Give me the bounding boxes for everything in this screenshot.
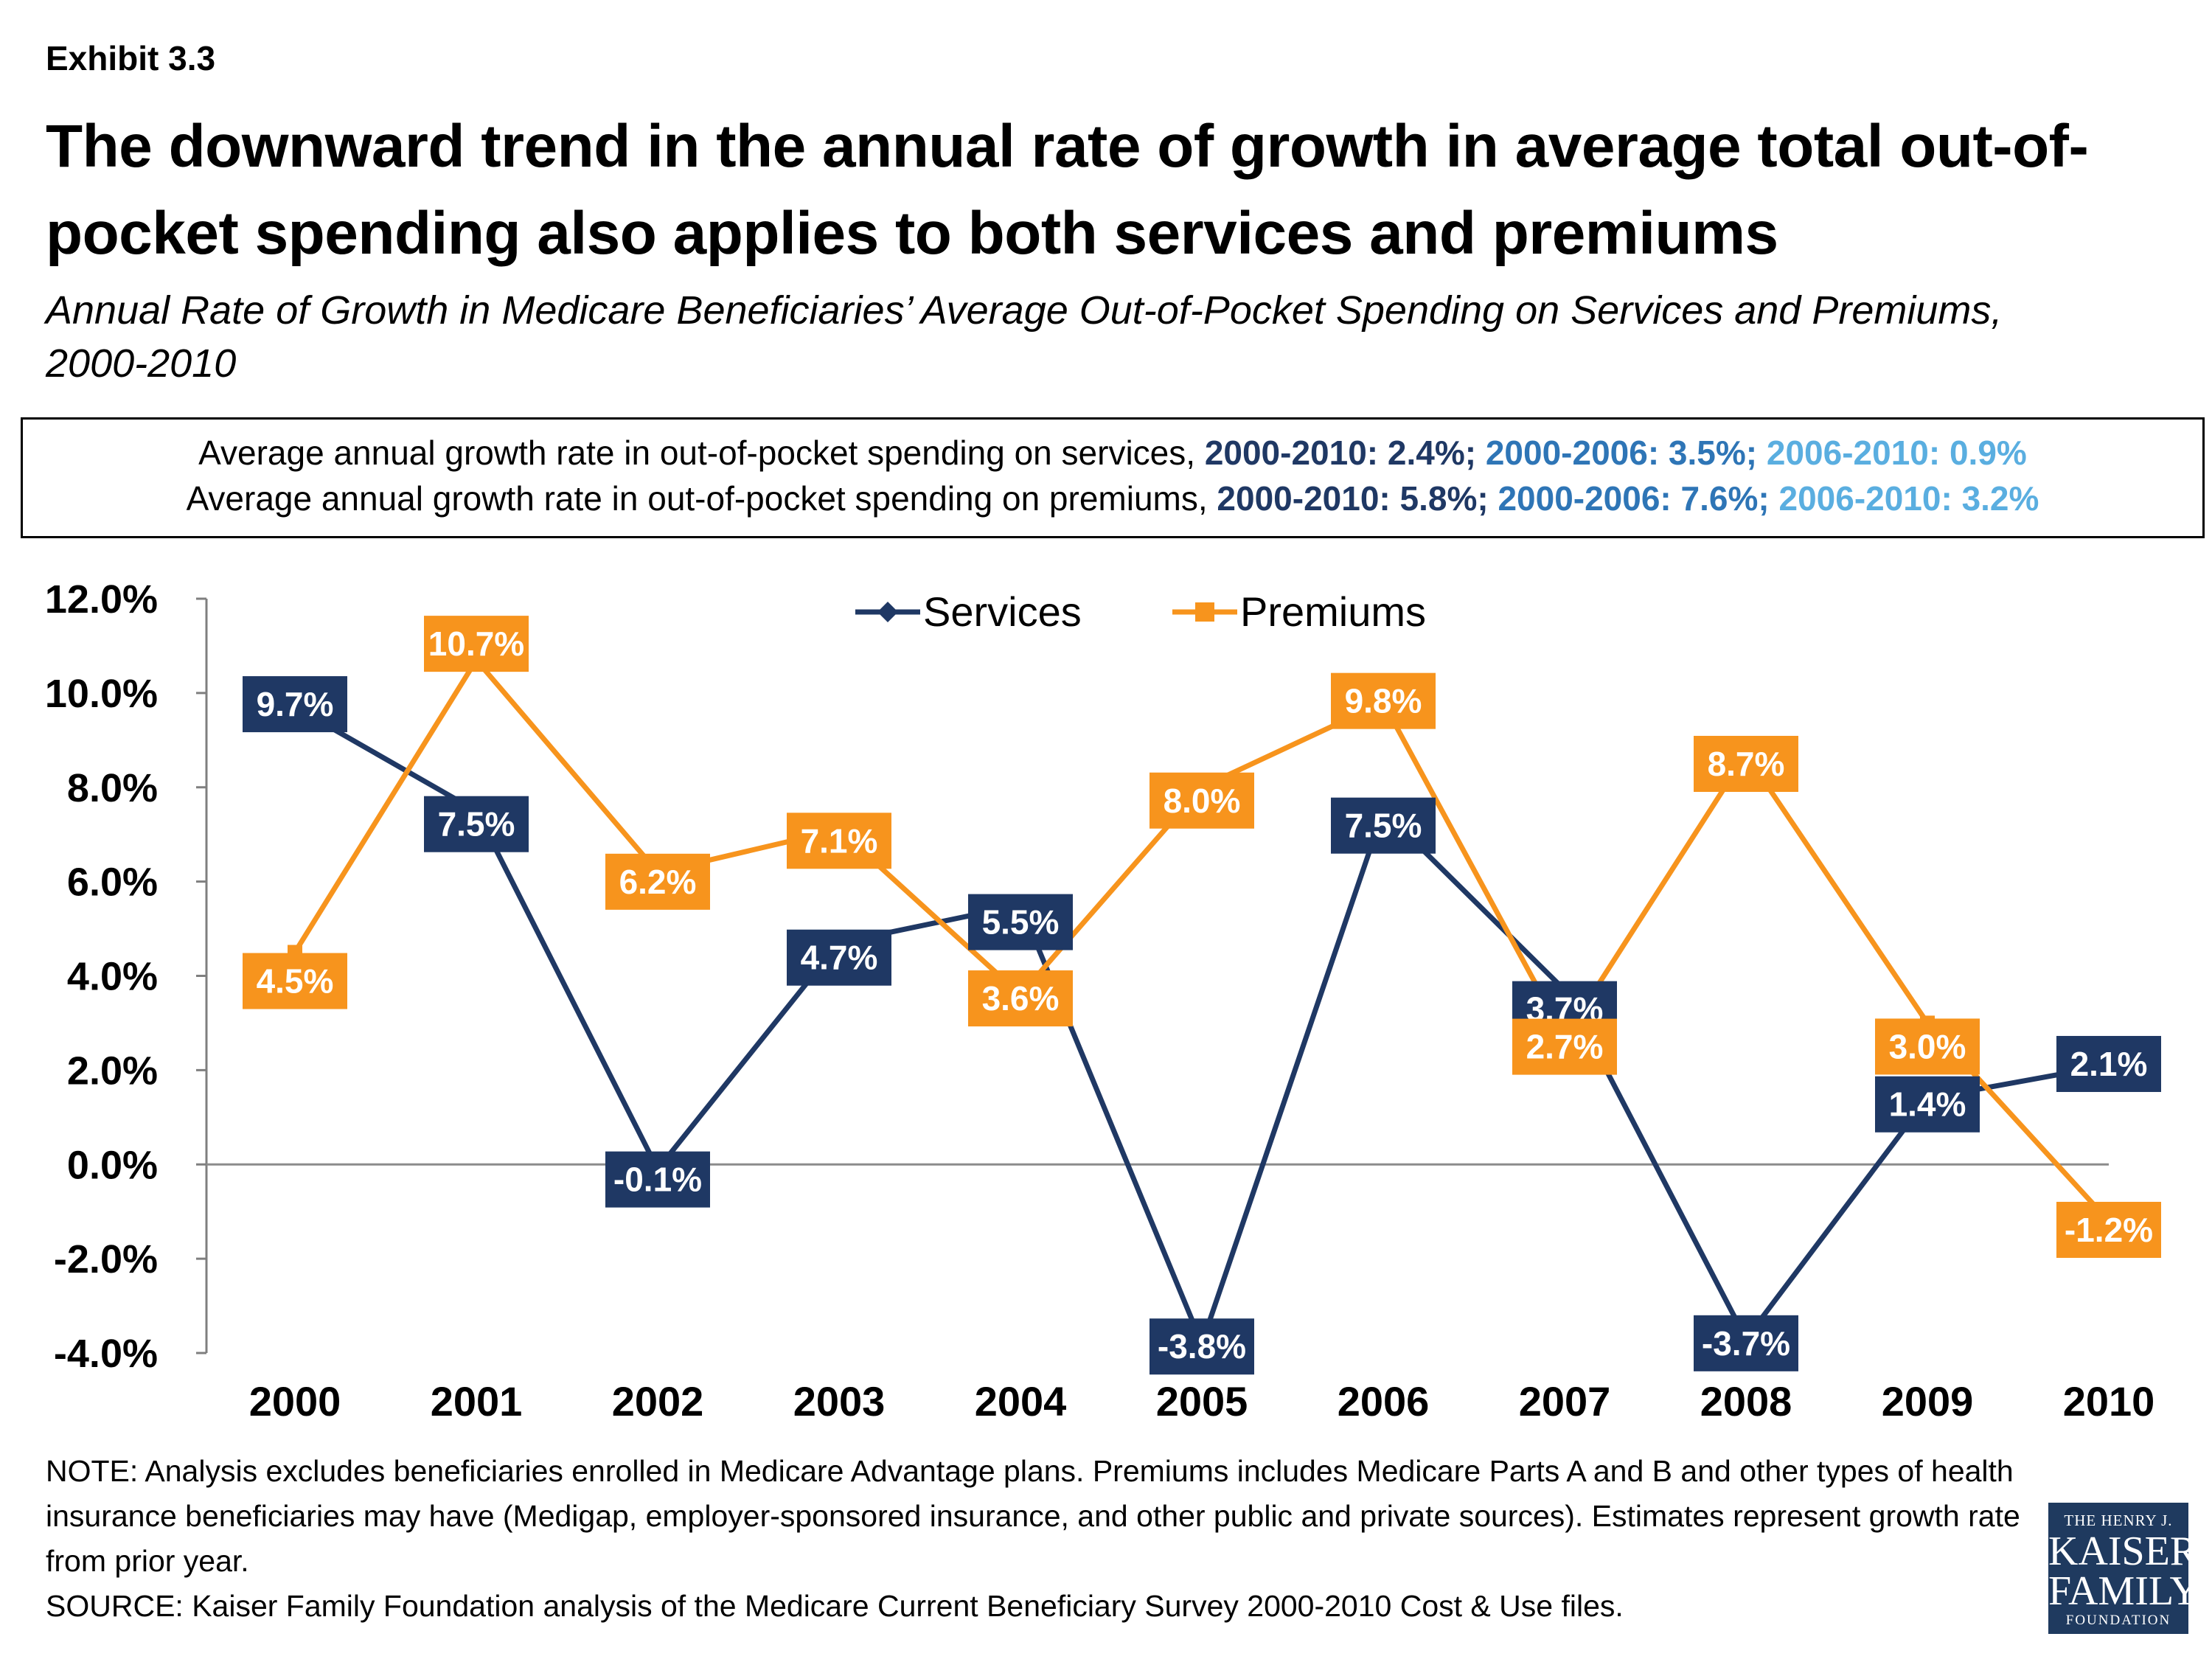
legend-label-services: Services (923, 588, 1082, 635)
summary-services-2000-2010: 2000-2010: 2.4%; (1204, 434, 1477, 472)
data-label-box-premiums (1875, 1018, 1980, 1075)
data-label-box-premiums (1694, 735, 1798, 792)
data-label-box-services (605, 1151, 710, 1208)
x-tick-label: 2008 (1700, 1378, 1792, 1425)
data-label-box-services (1150, 1318, 1254, 1375)
note-text: NOTE: Analysis excludes beneficiaries en… (46, 1454, 2020, 1578)
data-label-premiums: 10.7% (428, 625, 524, 663)
summary-premiums-line: Average annual growth rate in out-of-poc… (23, 476, 2202, 521)
data-label-premiums: 4.5% (257, 962, 334, 1001)
line-chart: 12.0% 10.0% 8.0% 6.0% 4.0% 2.0% 0.0% -2.0% -4.0%… (45, 577, 2161, 1425)
source-text: SOURCE: Kaiser Family Foundation analysi… (46, 1589, 1624, 1623)
data-label-premiums: 9.8% (1345, 682, 1422, 720)
data-label-box-premiums (787, 813, 891, 869)
data-label-premiums: 3.0% (1889, 1027, 1966, 1065)
y-tick-label: 8.0% (67, 766, 158, 810)
exhibit-number: Exhibit 3.3 (46, 39, 216, 77)
x-tick-label: 2005 (1156, 1378, 1248, 1425)
data-label-services: 1.4% (1889, 1085, 1966, 1124)
legend-marker-premiums (1195, 602, 1214, 622)
data-label-services: -3.8% (1158, 1327, 1246, 1366)
data-label-services: 7.5% (1345, 807, 1422, 845)
data-label-premiums: -1.2% (2065, 1211, 2153, 1249)
footnotes: NOTE: Analysis excludes beneficiaries en… (46, 1449, 2037, 1629)
data-label-box-premiums (243, 953, 347, 1009)
data-label-premiums: 6.2% (619, 863, 697, 901)
data-label-box-services (2056, 1035, 2161, 1092)
data-label-box-premiums (968, 970, 1073, 1027)
y-tick-label: 10.0% (45, 672, 158, 716)
x-tick-label: 2001 (431, 1378, 523, 1425)
data-label-box-services (1875, 1076, 1980, 1133)
legend-marker-services (877, 602, 898, 622)
data-label-box-premiums (1512, 1018, 1617, 1075)
summary-services-text: Average annual growth rate in out-of-poc… (198, 434, 1205, 472)
kff-logo: THE HENRY J. KAISER FAMILY FOUNDATION (2048, 1503, 2199, 1634)
data-label-box-premiums (1331, 672, 1436, 729)
data-label-premiums: 3.6% (982, 979, 1060, 1018)
y-tick-label: 0.0% (67, 1143, 158, 1187)
data-label-box-premiums (2056, 1201, 2161, 1258)
data-label-box-premiums (424, 616, 529, 672)
summary-premiums-text: Average annual growth rate in out-of-poc… (186, 479, 1217, 518)
logo-line-4: FOUNDATION (2065, 1613, 2171, 1628)
logo-line-1: THE HENRY J. (2064, 1512, 2173, 1529)
y-tick-label: 12.0% (45, 577, 158, 622)
summary-premiums-2006-2010: 2006-2010: 3.2% (1778, 479, 2039, 518)
y-tick-label: 6.0% (67, 860, 158, 905)
series-line-premiums (293, 655, 2111, 1223)
summary-services-2000-2006: 2000-2006: 3.5%; (1485, 434, 1758, 472)
y-tick-label: -2.0% (54, 1237, 158, 1281)
data-label-box-premiums (1150, 772, 1254, 829)
data-label-services: -0.1% (613, 1161, 702, 1199)
x-tick-label: 2009 (1882, 1378, 1974, 1425)
data-label-premiums: 7.1% (801, 821, 878, 860)
logo-line-2: KAISER (2048, 1528, 2198, 1574)
data-label-services: -3.7% (1702, 1324, 1790, 1363)
data-label-services: 7.5% (438, 805, 515, 844)
data-label-services: 9.7% (257, 685, 334, 723)
data-label-box-services (787, 929, 891, 986)
y-tick-label: 2.0% (67, 1048, 158, 1093)
logo-line-3: FAMILY (2048, 1568, 2199, 1614)
x-tick-label: 2006 (1338, 1378, 1430, 1425)
data-label-services: 4.7% (801, 939, 878, 977)
x-tick-label: 2003 (793, 1378, 886, 1425)
data-label-services: 2.1% (2070, 1045, 2148, 1083)
data-label-box-services (1331, 797, 1436, 854)
summary-premiums-2000-2006: 2000-2006: 7.6%; (1498, 479, 1770, 518)
data-label-premiums: 2.7% (1526, 1028, 1604, 1066)
data-label-box-services (424, 796, 529, 852)
y-tick-label: 4.0% (67, 955, 158, 999)
data-label-services: 5.5% (982, 903, 1060, 942)
legend-label-premiums: Premiums (1240, 588, 1426, 635)
summary-box: Average annual growth rate in out-of-poc… (21, 417, 2205, 538)
x-tick-label: 2000 (249, 1378, 341, 1425)
x-tick-label: 2010 (2063, 1378, 2155, 1425)
chart-subtitle: Annual Rate of Growth in Medicare Benefi… (46, 288, 2003, 386)
x-tick-label: 2002 (612, 1378, 704, 1425)
data-label-box-services (968, 894, 1073, 950)
chart-title: The downward trend in the annual rate of… (46, 113, 2089, 267)
summary-services-line: Average annual growth rate in out-of-poc… (23, 430, 2202, 476)
y-tick-label: -4.0% (54, 1332, 158, 1376)
x-tick-label: 2007 (1519, 1378, 1611, 1425)
x-tick-label: 2004 (975, 1378, 1067, 1425)
data-label-box-services (1694, 1315, 1798, 1371)
data-label-premiums: 8.0% (1164, 782, 1241, 820)
data-label-box-premiums (605, 853, 710, 910)
data-label-premiums: 8.7% (1708, 745, 1785, 783)
summary-services-2006-2010: 2006-2010: 0.9% (1766, 434, 2027, 472)
data-label-box-services (243, 676, 347, 733)
summary-premiums-2000-2010: 2000-2010: 5.8%; (1217, 479, 1489, 518)
